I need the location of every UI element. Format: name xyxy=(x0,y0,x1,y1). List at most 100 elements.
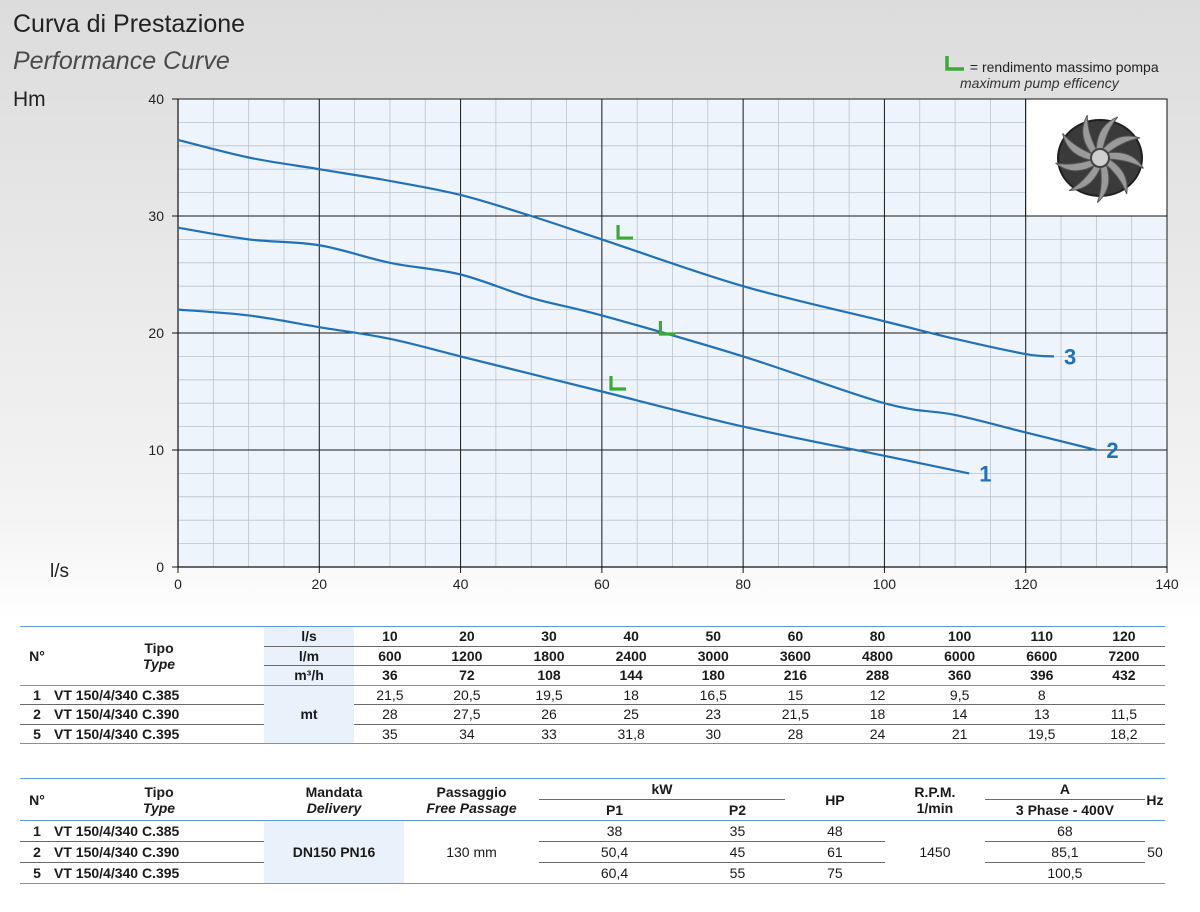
col-phase-header: 3 Phase - 400V xyxy=(1015,802,1114,818)
p1-cell: 50,4 xyxy=(600,844,629,860)
delivery-value: DN150 PN16 xyxy=(264,820,404,884)
row-type: VT 150/4/340 C.385 xyxy=(54,823,180,839)
flow-ls-2: 30 xyxy=(507,626,591,647)
col-a-header: A xyxy=(984,778,1145,800)
cell: 34 xyxy=(459,725,475,742)
rpm-value: 1450 xyxy=(884,820,985,884)
cell: 35 xyxy=(382,725,398,742)
flow-m3h-5: 216 xyxy=(783,667,808,684)
cell: 33 xyxy=(541,725,557,742)
flow-m3h-7: 360 xyxy=(947,667,972,684)
col-type-header: Tipo Type xyxy=(54,626,264,686)
cell: 24 xyxy=(869,725,886,742)
curve-label-3: 3 xyxy=(1064,344,1076,369)
mandata-label: Mandata xyxy=(305,783,363,800)
flow-ls-7: 100 xyxy=(918,626,1001,647)
flow-m3h-2: 108 xyxy=(537,667,561,684)
impeller-blade xyxy=(1069,160,1103,191)
flow-lm-4: 3000 xyxy=(672,646,755,666)
x-tick-label: 0 xyxy=(174,576,182,592)
p1-cell: 38 xyxy=(606,823,623,839)
flow-lm-0: 600 xyxy=(354,646,426,666)
flow-ls-3: 40 xyxy=(590,626,673,647)
a-cell: 85,1 xyxy=(1051,844,1079,860)
row-n: 1 xyxy=(33,686,41,703)
impeller-blade xyxy=(1101,156,1128,195)
col-rpm-header: R.P.M. 1/min xyxy=(884,778,985,821)
impeller-blade xyxy=(1103,151,1144,169)
cell: 27,5 xyxy=(453,706,481,723)
flow-m3h-3: 144 xyxy=(619,667,643,684)
impeller-blade xyxy=(1055,157,1099,172)
curve-label-1: 1 xyxy=(979,461,991,486)
cell: 19,5 xyxy=(1028,725,1056,742)
y-tick-label: 10 xyxy=(148,442,164,458)
p2-cell: 35 xyxy=(729,823,746,839)
row-type: VT 150/4/340 C.385 xyxy=(54,686,180,703)
col-kw-header: kW xyxy=(539,778,785,800)
table-row: 5 VT 150/4/340 C.395 60,4 55 75 100,5 xyxy=(20,863,1165,884)
passage-value: 130 mm xyxy=(404,820,539,884)
hp-cell: 48 xyxy=(827,823,843,839)
row-type: VT 150/4/340 C.395 xyxy=(54,865,180,881)
p2-cell: 45 xyxy=(729,844,746,860)
x-tick-label: 120 xyxy=(1014,576,1038,592)
row-type: VT 150/4/340 C.390 xyxy=(54,844,180,860)
cell: 28 xyxy=(787,725,804,742)
row-n: 1 xyxy=(33,823,41,839)
col-delivery-header: Mandata Delivery xyxy=(264,778,404,821)
cell: 12 xyxy=(869,686,886,703)
rpm-unit: 1/min xyxy=(916,799,954,816)
cell: 9,5 xyxy=(949,686,970,703)
x-axis-label: l/s xyxy=(50,561,69,582)
tipo-label: Tipo xyxy=(144,783,174,800)
table-row: 2 VT 150/4/340 C.390 28 27,5 26 25 23 21… xyxy=(20,705,1165,724)
table-row: 2 VT 150/4/340 C.390 50,4 45 61 85,1 xyxy=(20,842,1165,863)
delivery-label: Delivery xyxy=(306,799,362,816)
curve-1 xyxy=(177,308,970,475)
flow-lm-6: 4800 xyxy=(836,646,919,666)
table-row: 1 VT 150/4/340 C.385 mt 21,5 20,5 19,5 1… xyxy=(20,685,1165,744)
legend-text-it: rendimento massimo pompa xyxy=(981,59,1159,75)
col-hz-header: Hz xyxy=(1144,778,1165,821)
curve-3 xyxy=(177,138,1055,358)
y-tick-label: 20 xyxy=(148,325,164,341)
flow-lm-7: 6000 xyxy=(918,646,1001,666)
specifications-table: N° Tipo Type Mandata Delivery Passaggio … xyxy=(20,778,1165,884)
impeller-blade xyxy=(1095,116,1119,155)
impeller-blade xyxy=(1062,133,1097,162)
legend-text-en: maximum pump efficency xyxy=(960,75,1119,91)
p1-cell: 60,4 xyxy=(600,865,629,881)
flow-lm-3: 2400 xyxy=(590,646,673,666)
col-type-header: Tipo Type xyxy=(54,778,264,821)
cell: 23 xyxy=(705,706,722,723)
col-hp-header: HP xyxy=(784,778,885,821)
cell: 21,5 xyxy=(781,706,810,723)
cell: 21 xyxy=(951,725,968,742)
page-subtitle: Performance Curve xyxy=(13,47,230,75)
cell: 13 xyxy=(1033,706,1050,723)
flow-m3h-9: 432 xyxy=(1112,667,1136,684)
cell: 18 xyxy=(623,686,639,703)
cell: 11,5 xyxy=(1110,706,1138,723)
flow-ls-6: 80 xyxy=(836,626,919,647)
col-n-header: N° xyxy=(20,778,54,821)
y-tick-label: 30 xyxy=(148,208,164,224)
flow-m3h-1: 72 xyxy=(459,667,475,684)
rpm-label: R.P.M. xyxy=(914,783,956,800)
flow-ls-8: 110 xyxy=(1000,626,1083,647)
impeller-blade xyxy=(1096,160,1110,204)
x-tick-label: 60 xyxy=(594,576,610,592)
cell: 31,8 xyxy=(617,725,645,742)
unit-lm: l/m xyxy=(264,646,354,666)
cell: 21,5 xyxy=(376,686,404,703)
unit-mt: mt xyxy=(264,685,354,744)
cell: 18 xyxy=(869,706,886,723)
tipo-label: Tipo xyxy=(144,639,174,656)
flow-lm-9: 7200 xyxy=(1082,646,1165,666)
cell: 14 xyxy=(951,706,968,723)
col-p1-header: P1 xyxy=(605,802,624,818)
y-tick-label: 40 xyxy=(148,91,164,107)
x-tick-label: 100 xyxy=(873,576,897,592)
flow-m3h-8: 396 xyxy=(1030,667,1054,684)
